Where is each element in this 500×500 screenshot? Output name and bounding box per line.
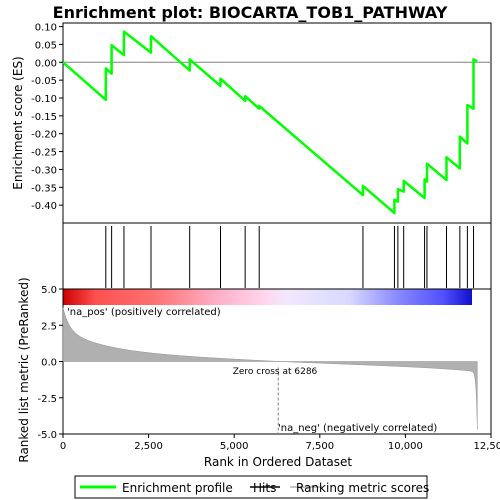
metric-y-tick-label: -5.0	[37, 430, 57, 441]
es-y-tick-label: -0.10	[31, 94, 57, 105]
ranking-metric-area	[62, 307, 478, 430]
legend-metric-label: Ranking metric scores	[296, 481, 429, 495]
neg-corr-label: 'na_neg' (negatively correlated)	[278, 423, 437, 434]
x-tick-label: 12,500	[474, 441, 500, 452]
metric-ylabel: Ranked list metric (PreRanked)	[17, 277, 31, 462]
es-y-tick-label: -0.15	[31, 112, 57, 123]
x-axis-label: Rank in Ordered Dataset	[204, 455, 352, 469]
es-y-tick-label: -0.25	[31, 148, 57, 159]
rank-color-bar	[63, 289, 472, 305]
es-y-tick-label: -0.20	[31, 130, 57, 141]
pos-corr-label: 'na_pos' (positively correlated)	[67, 307, 221, 318]
x-tick-label: 7,500	[305, 441, 334, 452]
es-y-tick-label: -0.35	[31, 183, 57, 194]
metric-y-tick-label: 0.0	[41, 358, 57, 369]
es-y-tick-label: -0.30	[31, 165, 57, 176]
hits-panel	[62, 222, 492, 290]
enrichment-profile-line	[62, 30, 478, 215]
legend: Enrichment profile Hits Ranking metric s…	[74, 475, 429, 499]
es-ylabel: Enrichment score (ES)	[11, 56, 25, 189]
x-tick-label: 2,500	[134, 441, 163, 452]
zero-cross-label: Zero cross at 6286	[233, 367, 318, 377]
metric-y-tick-label: 2.5	[41, 321, 57, 332]
x-tick-label: 0	[60, 441, 66, 452]
legend-hits-label: Hits	[253, 481, 276, 495]
es-y-tick-label: 0.00	[35, 58, 57, 69]
x-tick-label: 10,000	[388, 441, 423, 452]
es-y-tick-label: 0.10	[35, 23, 57, 34]
es-y-tick-label: -0.05	[31, 76, 57, 87]
es-y-tick-label: -0.40	[31, 201, 57, 212]
chart-title: Enrichment plot: BIOCARTA_TOB1_PATHWAY	[53, 3, 448, 22]
es-y-tick-label: 0.05	[35, 40, 57, 51]
es-panel	[62, 22, 492, 224]
x-tick-label: 5,000	[220, 441, 249, 452]
metric-y-tick-label: -2.5	[37, 394, 57, 405]
legend-profile-label: Enrichment profile	[122, 481, 233, 495]
metric-y-tick-label: 5.0	[41, 285, 57, 296]
